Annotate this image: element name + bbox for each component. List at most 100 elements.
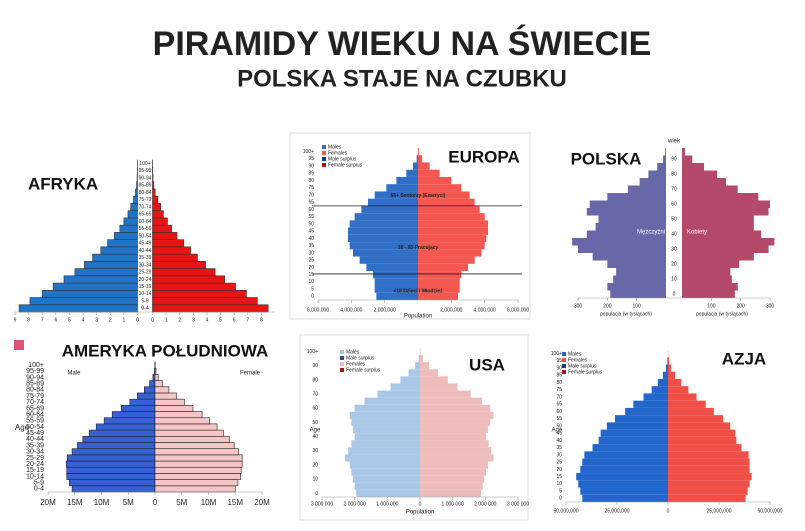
x-tick-label: 3 [95, 317, 98, 323]
bar [66, 466, 156, 474]
bar [682, 148, 685, 156]
x-tick-label: 100 [707, 303, 716, 309]
bar [682, 178, 726, 186]
age-label: 0 [315, 491, 318, 497]
legend-label: Female surplus [346, 367, 381, 373]
bar [66, 454, 156, 462]
x-axis-label: populacja (w tysiącach) [600, 311, 652, 317]
bar [682, 193, 759, 201]
age-label: 60 [308, 207, 314, 213]
bar [418, 227, 488, 235]
bar [413, 162, 418, 170]
bar [598, 436, 668, 445]
bar [420, 440, 489, 448]
bar [133, 195, 138, 204]
chart-title: AZJA [722, 349, 766, 368]
bar [349, 411, 420, 419]
bar [154, 398, 185, 406]
legend-swatch [340, 368, 344, 372]
chart-title: AFRYKA [28, 174, 98, 193]
bar [114, 232, 138, 240]
legend-swatch [340, 356, 344, 360]
age-label: 10-14 [139, 291, 152, 297]
bar [665, 148, 666, 156]
bar [682, 275, 732, 283]
bar [418, 176, 452, 185]
age-label: 20 [312, 462, 318, 468]
age-label: 85 [308, 171, 314, 177]
age-label: 60-64 [139, 219, 152, 225]
y-axis-label: wiek [667, 139, 681, 145]
age-label: 50-54 [139, 233, 152, 239]
age-label: 80 [312, 377, 318, 383]
bar [667, 357, 668, 365]
x-tick-label: 3 [192, 317, 195, 323]
bar [152, 246, 191, 255]
x-tick-label: 2 [178, 317, 181, 323]
legend-label: Females [568, 357, 588, 363]
age-label: 30-34 [139, 262, 152, 268]
x-tick-label: 2 [109, 317, 112, 323]
bar [420, 482, 483, 490]
bar [420, 475, 485, 483]
bar [633, 400, 668, 408]
bar [82, 435, 156, 443]
bar [374, 285, 418, 293]
bar [668, 357, 670, 365]
annotation: <18 Dzieci i Młodzież [393, 289, 443, 295]
age-label: 65-69 [26, 405, 44, 412]
x-tick-label: 1 000 000 [442, 501, 464, 507]
bar [682, 185, 738, 193]
age-label: 100+ [551, 351, 562, 357]
bar [420, 397, 483, 405]
bar [18, 304, 138, 313]
bar [578, 480, 668, 488]
x-tick-label: 10M [201, 498, 217, 507]
age-label: 30-34 [26, 449, 44, 456]
bar [84, 261, 138, 269]
bar [152, 232, 178, 240]
age-label: 25 [308, 258, 314, 264]
age-label: 85-89 [26, 381, 44, 388]
bar [420, 355, 423, 363]
x-tick-label: 300 [766, 303, 775, 309]
bar [354, 482, 420, 490]
age-label: 75 [308, 185, 314, 191]
bar [418, 191, 470, 199]
bar [136, 181, 138, 190]
bar [610, 290, 666, 298]
age-label: 70 [312, 391, 318, 397]
bar [420, 468, 486, 476]
bar [662, 371, 668, 379]
age-label: 15 [556, 474, 562, 480]
legend-swatch [562, 358, 566, 362]
bar [668, 444, 742, 452]
bar [668, 487, 748, 495]
age-label: 0 [311, 294, 314, 300]
bar [614, 415, 668, 423]
age-label: 95-99 [139, 168, 152, 174]
age-label: 75-79 [139, 197, 152, 203]
bar [668, 451, 749, 459]
bar [682, 253, 754, 261]
bar [418, 263, 468, 272]
bar [368, 198, 418, 206]
age-label: 45-49 [26, 430, 44, 437]
bar [682, 200, 770, 208]
bar [364, 397, 420, 405]
bar [418, 148, 419, 156]
age-label: 40 [308, 236, 314, 242]
bar [354, 213, 418, 221]
age-label: 25-29 [26, 455, 44, 462]
age-label: 20 [671, 262, 677, 268]
age-label: 5-9 [141, 298, 148, 304]
age-label: 15-19 [26, 467, 44, 474]
bar [154, 454, 243, 462]
bar [420, 418, 491, 427]
bar [154, 485, 236, 493]
legend-swatch [322, 163, 326, 167]
legend-label: Female surplus [328, 162, 363, 168]
bar [152, 304, 269, 313]
x-tick-label: 200 [736, 303, 745, 309]
age-label: 20 [556, 467, 562, 473]
